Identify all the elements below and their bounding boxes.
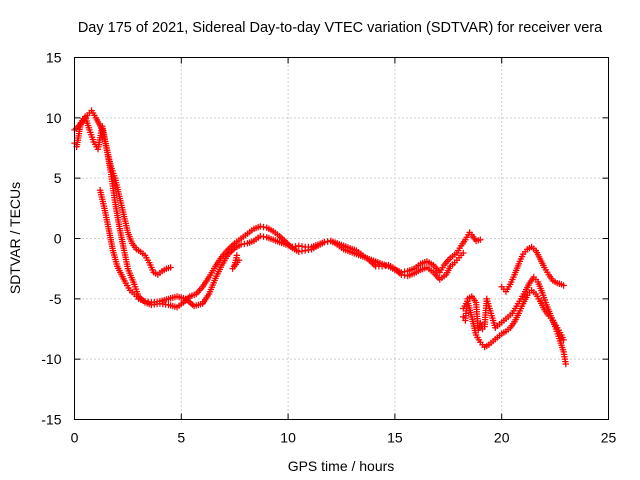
x-tick-label: 20 <box>494 430 510 446</box>
data-point <box>460 249 467 257</box>
data-point <box>226 249 234 256</box>
y-tick-label: 10 <box>46 110 62 126</box>
x-axis-label: GPS time / hours <box>288 458 395 474</box>
x-tick-label: 0 <box>71 430 79 446</box>
x-tick-label: 10 <box>280 430 296 446</box>
y-tick-label: -15 <box>41 412 61 428</box>
data-point <box>562 360 569 368</box>
series-2 <box>71 113 467 310</box>
chart-title: Day 175 of 2021, Sidereal Day-to-day VTE… <box>78 20 603 36</box>
series-1 <box>71 107 484 311</box>
x-tick-label: 5 <box>177 430 185 446</box>
x-tick-labels: 0 5 10 15 20 25 <box>71 430 617 446</box>
data-point <box>235 257 243 264</box>
grid <box>74 57 609 420</box>
y-tick-labels: -15 -10 -5 0 5 10 15 <box>41 50 61 428</box>
y-tick-label: -10 <box>41 351 61 367</box>
data-points <box>71 107 569 368</box>
y-tick-label: -5 <box>49 291 62 307</box>
data-point <box>477 319 484 327</box>
y-tick-label: 15 <box>46 50 62 66</box>
x-tick-label: 15 <box>387 430 403 446</box>
x-tick-label: 25 <box>601 430 617 446</box>
y-tick-label: 5 <box>54 170 62 186</box>
series-5 <box>498 243 567 295</box>
y-tick-label: 0 <box>54 231 62 247</box>
data-point <box>560 336 567 344</box>
data-point <box>477 236 484 243</box>
y-axis-label: SDTVAR / TECUs <box>7 182 23 294</box>
axis-ticks <box>74 57 609 420</box>
series-4 <box>460 287 567 351</box>
data-point <box>167 264 174 271</box>
data-point <box>560 282 567 289</box>
